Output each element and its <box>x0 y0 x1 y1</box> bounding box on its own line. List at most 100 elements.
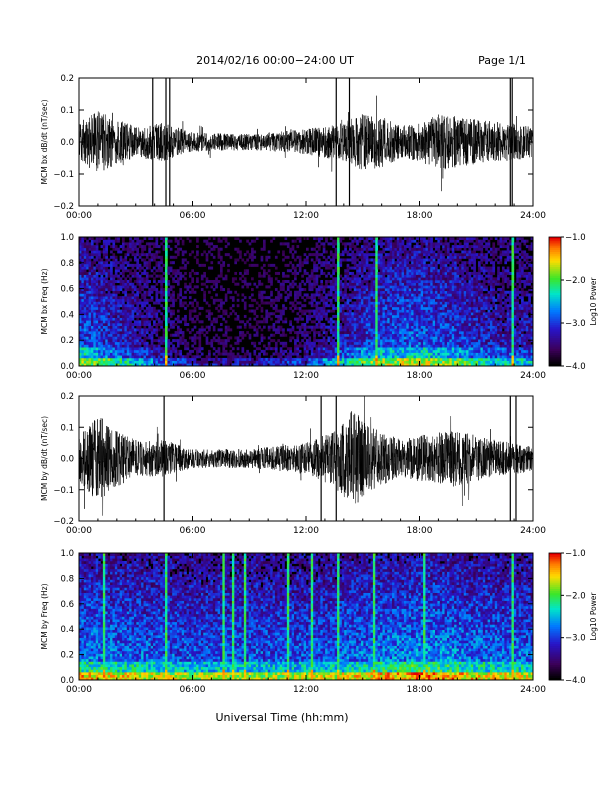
spectrogram-cell <box>213 283 216 286</box>
spectrogram-cell <box>414 326 417 329</box>
spectrogram-cell <box>392 320 395 323</box>
spectrogram-cell <box>409 361 412 364</box>
spectrogram-cell <box>158 245 161 248</box>
spectrogram-cell <box>91 328 94 331</box>
spectrogram-cell <box>299 302 302 305</box>
spectrogram-cell <box>323 350 326 353</box>
spectrogram-cell <box>172 277 175 280</box>
spectrogram-cell <box>299 358 302 361</box>
spectrogram-cell <box>380 285 383 288</box>
spectrogram-cell <box>423 264 426 267</box>
spectrogram-cell <box>318 293 321 296</box>
spectrogram-cell <box>363 280 366 283</box>
spectrogram-cell <box>406 275 409 278</box>
spectrogram-cell <box>103 358 106 361</box>
spectrogram-cell <box>139 355 142 358</box>
spectrogram-cell <box>349 358 352 361</box>
spectrogram-cell <box>347 242 350 245</box>
spectrogram-cell <box>363 320 366 323</box>
spectrogram-cell <box>244 272 247 275</box>
spectrogram-cell <box>339 323 342 326</box>
spectrogram-cell <box>337 283 340 286</box>
spectrogram-cell <box>244 307 247 310</box>
spectrogram-cell <box>170 304 173 307</box>
spectrogram-cell <box>344 304 347 307</box>
spectrogram-cell <box>411 283 414 286</box>
spectrogram-cell <box>363 291 366 294</box>
spectrogram-cell <box>148 353 151 356</box>
spectrogram-cell <box>409 277 412 280</box>
spectrogram-cell <box>304 288 307 291</box>
spectrogram-cell <box>387 342 390 345</box>
spectrogram-cell <box>311 345 314 348</box>
spectrogram-cell <box>332 242 335 245</box>
spectrogram-cell <box>382 312 385 315</box>
spectrogram-cell <box>124 293 127 296</box>
spectrogram-cell <box>230 328 233 331</box>
spectrogram-cell <box>234 312 237 315</box>
spectrogram-cell <box>335 269 338 272</box>
spectrogram-cell <box>399 250 402 253</box>
spectrogram-cell <box>296 318 299 321</box>
spectrogram-cell <box>86 285 89 288</box>
spectrogram-cell <box>351 307 354 310</box>
spectrogram-cell <box>359 299 362 302</box>
spectrogram-cell <box>399 342 402 345</box>
spectrogram-cell <box>196 361 199 364</box>
spectrogram-cell <box>251 253 254 256</box>
spectrogram-cell <box>155 245 158 248</box>
spectrogram-cell <box>153 272 156 275</box>
spectrogram-cell <box>101 342 104 345</box>
spectrogram-cell <box>201 283 204 286</box>
spectrogram-cell <box>409 328 412 331</box>
spectrogram-cell <box>423 328 426 331</box>
spectrogram-cell <box>160 353 163 356</box>
spectrogram-cell <box>351 275 354 278</box>
spectrogram-cell <box>416 242 419 245</box>
spectrogram-cell <box>151 331 154 334</box>
spectrogram-cell <box>342 334 345 337</box>
spectrogram-cell <box>120 331 123 334</box>
spectrogram-cell <box>397 350 400 353</box>
spectrogram-cell <box>136 248 139 251</box>
spectrogram-cell <box>356 304 359 307</box>
spectrogram-cell <box>220 339 223 342</box>
spectrogram-cell <box>289 350 292 353</box>
spectrogram-cell <box>430 310 433 313</box>
spectrogram-cell <box>115 334 118 337</box>
spectrogram-cell <box>265 256 268 259</box>
spectrogram-cell <box>368 320 371 323</box>
spectrogram-cell <box>158 261 161 264</box>
spectrogram-cell <box>165 307 168 310</box>
spectrogram-cell <box>170 326 173 329</box>
spectrogram-cell <box>316 283 319 286</box>
spectrogram-cell <box>258 320 261 323</box>
spectrogram-cell <box>363 353 366 356</box>
spectrogram-cell <box>167 283 170 286</box>
spectrogram-cell <box>98 323 101 326</box>
spectrogram-cell <box>425 248 428 251</box>
spectrogram-cell <box>430 277 433 280</box>
spectrogram-cell <box>141 304 144 307</box>
spectrogram-cell <box>122 242 125 245</box>
spectrogram-cell <box>382 285 385 288</box>
spectrogram-cell <box>127 342 130 345</box>
spectrogram-cell <box>127 293 130 296</box>
spectrogram-cell <box>265 302 268 305</box>
spectrogram-cell <box>84 339 87 342</box>
spectrogram-cell <box>120 342 123 345</box>
spectrogram-cell <box>304 261 307 264</box>
spectrogram-cell <box>191 318 194 321</box>
spectrogram-cell <box>361 275 364 278</box>
spectrogram-cell <box>316 315 319 318</box>
spectrogram-cell <box>311 315 314 318</box>
spectrogram-cell <box>330 253 333 256</box>
spectrogram-cell <box>105 312 108 315</box>
spectrogram-cell <box>416 361 419 364</box>
spectrogram-cell <box>414 320 417 323</box>
spectrogram-cell <box>220 328 223 331</box>
spectrogram-cell <box>332 272 335 275</box>
spectrogram-cell <box>337 355 340 358</box>
spectrogram-cell <box>397 288 400 291</box>
spectrogram-cell <box>237 339 240 342</box>
